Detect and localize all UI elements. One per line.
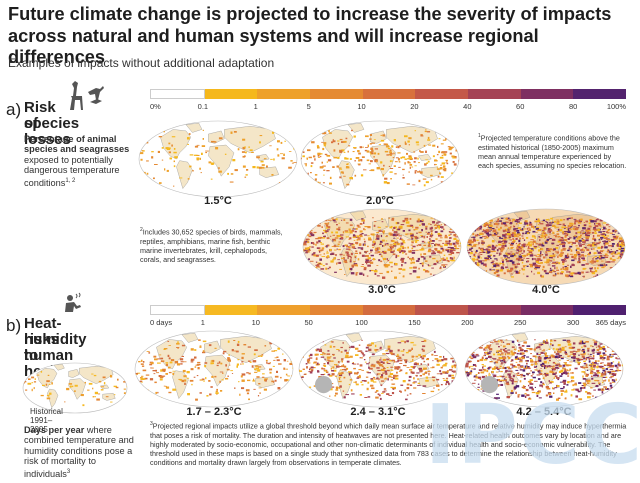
map-label-1-5c: 1.5°C: [204, 195, 232, 207]
colorbar-swatch: [573, 305, 627, 315]
historical-label: Historical 1991–2005: [30, 407, 63, 434]
colorbar-tick-label: 0 days: [150, 318, 173, 327]
colorbar-swatch: [150, 305, 205, 315]
map-species-1-5c: [138, 120, 298, 198]
colorbar-tick-label: 0%: [150, 102, 161, 111]
colorbar-swatch: [415, 305, 469, 315]
map-label-2-4-3-1c: 2.4 – 3.1°C: [350, 406, 406, 418]
section-a-description: Percentage of animal species and seagras…: [24, 134, 134, 188]
person-in-heat-icon: [65, 292, 81, 312]
colorbar-tick-label: 0.1: [197, 102, 209, 111]
colorbar-swatch: [310, 305, 363, 315]
colorbar-swatch: [204, 305, 258, 315]
section-b-desc-bold: Days per year: [24, 425, 85, 435]
section-a-title-line2: species losses: [24, 115, 80, 148]
section-b-description: Days per year where combined temperature…: [24, 425, 142, 479]
colorbar-tick-label: 1: [253, 102, 258, 111]
section-b-title-line2: risks to: [24, 331, 60, 364]
section-a-desc-sup: 1, 2: [65, 177, 76, 184]
colorbar-swatch: [468, 89, 521, 99]
colorbar-b-ticks: 0 days 1 10 50 100 150 200 250 300 365 days: [150, 318, 626, 330]
colorbar-swatch: [257, 89, 311, 99]
colorbar-swatch: [415, 89, 469, 99]
colorbar-b-swatches: [150, 305, 627, 315]
map-label-4-2-5-4c: 4.2 – 5.4°C: [516, 406, 572, 418]
colorbar-tick-label: 20: [410, 102, 419, 111]
footnote-3: 3Projected regional impacts utilize a gl…: [150, 421, 627, 468]
section-b-desc-rest: where combined temperature and humidity …: [24, 425, 134, 479]
colorbar-tick-label: 60: [516, 102, 525, 111]
footnote-2: 2Includes 30,652 species of birds, mamma…: [140, 227, 283, 264]
section-b-desc-sup: 3: [66, 468, 71, 475]
colorbar-tick-label: 50: [304, 318, 313, 327]
giraffe-bird-icon: [70, 81, 104, 110]
colorbar-tick-label: 100%: [606, 102, 626, 111]
page-title: Future climate change is projected to in…: [8, 4, 612, 67]
map-heat-2-4-3-1c: [298, 330, 458, 408]
colorbar-tick-label: 80: [568, 102, 578, 111]
colorbar-tick-label: 10: [357, 102, 366, 111]
colorbar-swatch: [362, 305, 416, 315]
colorbar-swatch: [468, 305, 521, 315]
colorbar-tick-label: 5: [306, 102, 311, 111]
map-heat-4-2-5-4c: [464, 330, 624, 408]
map-species-4-0c: [466, 208, 626, 286]
colorbar-tick-label: 200: [461, 318, 474, 327]
colorbar-swatch: [573, 89, 627, 99]
map-species-2-0c: [300, 120, 460, 198]
footnote-1: 1Projected temperature conditions above …: [478, 133, 627, 170]
map-heat-historical: [22, 362, 128, 414]
colorbar-swatch: [310, 89, 363, 99]
colorbar-b: [150, 305, 627, 315]
colorbar-a-ticks: 0% 0.1 1 5 10 20 40 60 80 100%: [150, 102, 626, 114]
section-a-desc-rest: exposed to potentially dangerous tempera…: [24, 154, 120, 188]
colorbar-a-swatches: [150, 89, 627, 99]
colorbar-swatch: [520, 89, 574, 99]
section-a-letter: a): [6, 100, 22, 119]
watermark-logo: IPCC: [425, 388, 640, 483]
colorbar-swatch: [257, 305, 311, 315]
colorbar-a: [150, 89, 627, 99]
colorbar-tick-label: 250: [513, 318, 527, 327]
section-a-desc-bold: Percentage of animal species and seagras…: [24, 134, 130, 155]
map-label-2-0c: 2.0°C: [366, 195, 394, 207]
colorbar-swatch: [150, 89, 205, 99]
colorbar-tick-label: 40: [463, 102, 472, 111]
colorbar-tick-label: 100: [355, 318, 368, 327]
colorbar-tick-label: 365 days: [595, 318, 626, 327]
colorbar-tick-label: 10: [251, 318, 260, 327]
section-b-letter: b): [6, 316, 22, 335]
map-label-1-7-2-3c: 1.7 – 2.3°C: [186, 406, 242, 418]
section-b-title-line1: Heat-humidity: [24, 315, 87, 348]
map-heat-1-7-2-3c: [134, 330, 294, 408]
colorbar-tick-label: 1: [200, 318, 205, 327]
map-label-4-0c: 4.0°C: [532, 284, 560, 296]
colorbar-tick-label: 150: [408, 318, 421, 327]
section-a-title-line1: Risk of: [24, 99, 56, 132]
map-label-3-0c: 3.0°C: [368, 284, 396, 296]
page-subtitle: Examples of impacts without additional a…: [8, 56, 275, 70]
colorbar-swatch: [520, 305, 574, 315]
map-species-3-0c: [302, 208, 462, 286]
colorbar-swatch: [362, 89, 416, 99]
colorbar-tick-label: 300: [566, 318, 580, 327]
colorbar-swatch: [204, 89, 258, 99]
